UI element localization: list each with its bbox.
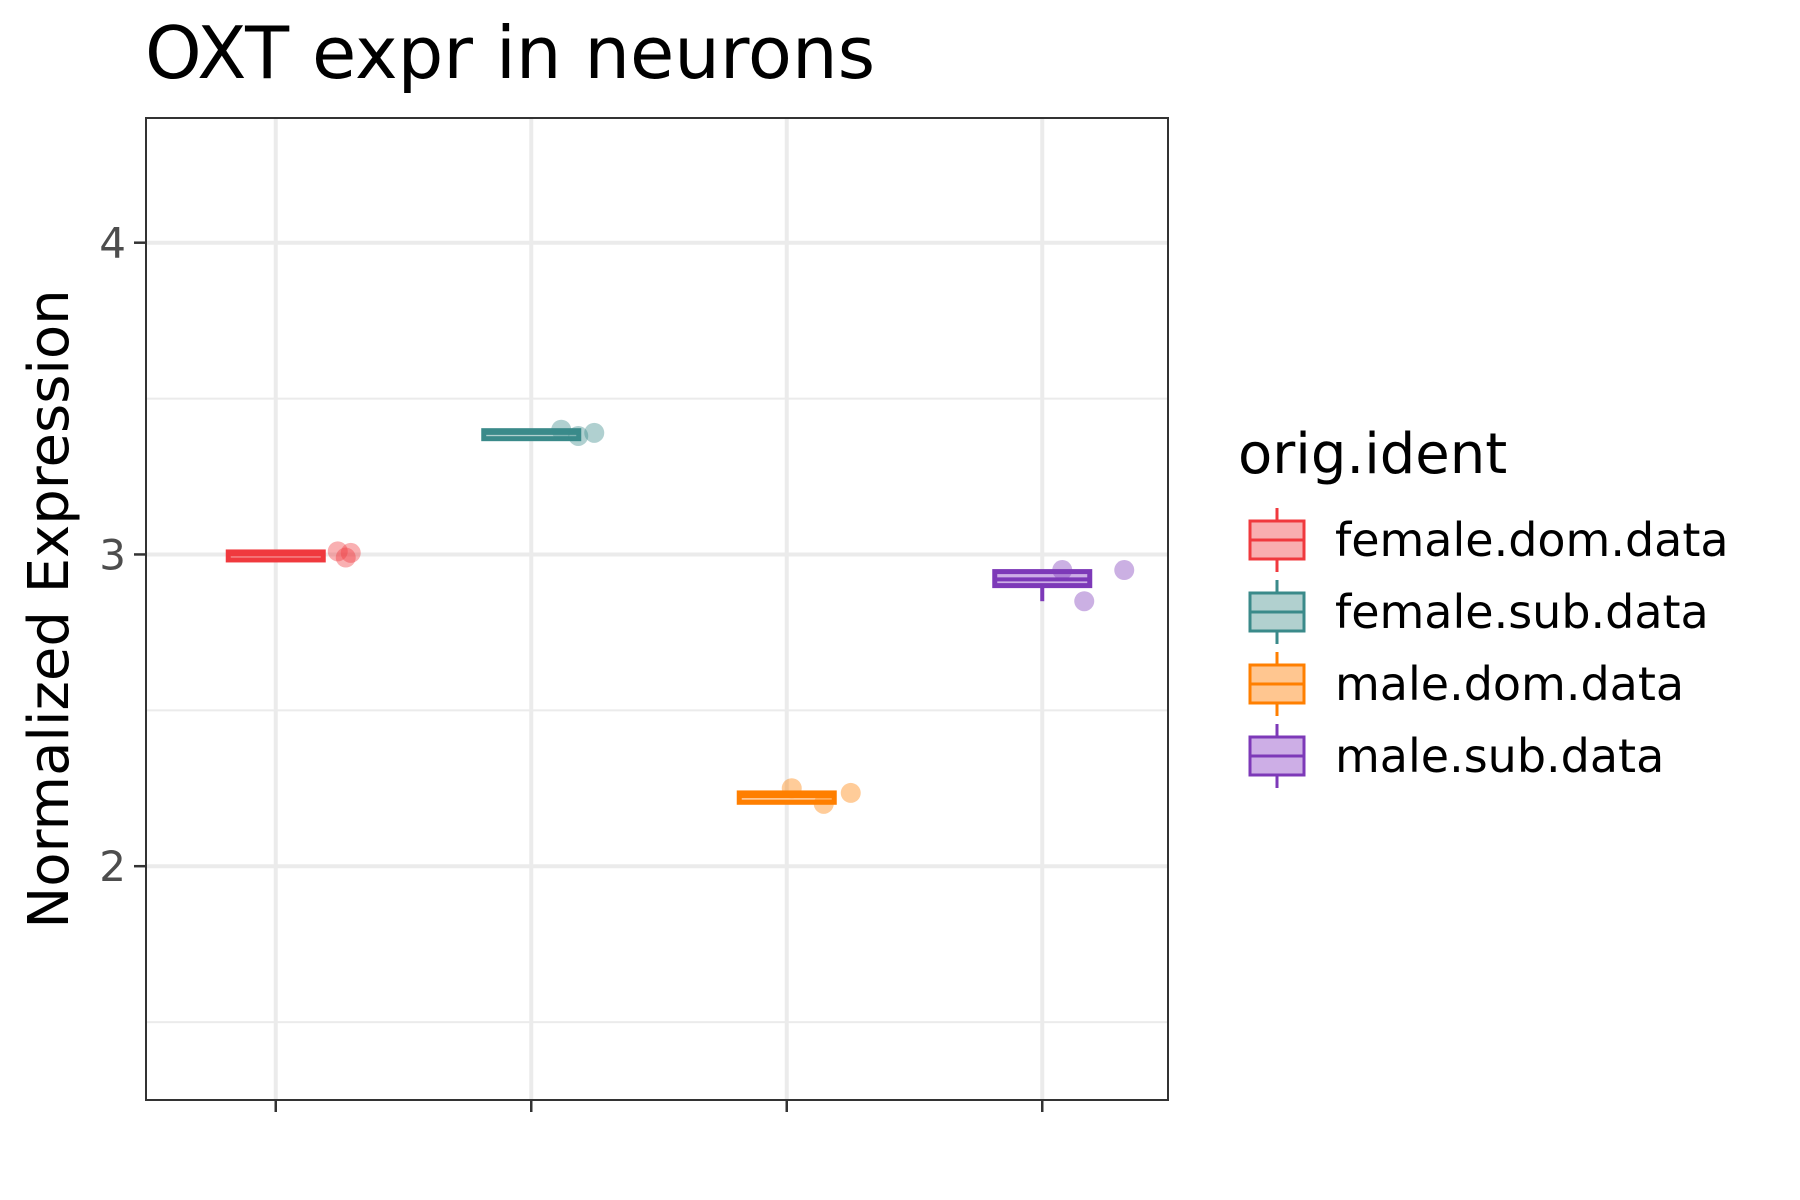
data-point <box>1074 591 1095 612</box>
legend-item-female.sub.data: female.sub.data <box>1248 580 1709 644</box>
data-point <box>551 419 572 440</box>
legend-label: male.dom.data <box>1335 657 1684 711</box>
data-point <box>1052 560 1073 581</box>
y-tick-label: 3 <box>99 530 126 579</box>
data-point <box>840 782 861 803</box>
data-point <box>340 542 361 563</box>
chart-title: OXT expr in neurons <box>145 11 875 95</box>
series-female.dom.data <box>225 541 361 568</box>
legend-item-female.dom.data: female.dom.data <box>1248 508 1729 572</box>
legend: female.dom.data female.sub.data male.dom.d… <box>1248 508 1729 788</box>
plot-panel-border <box>145 117 1169 1101</box>
data-point <box>1114 560 1135 581</box>
legend-label: male.sub.data <box>1335 729 1664 783</box>
legend-item-male.sub.data: male.sub.data <box>1248 724 1664 788</box>
data-point <box>813 793 834 814</box>
series-female.sub.data <box>481 419 605 446</box>
data-point <box>584 422 605 443</box>
y-tick-label: 2 <box>99 842 126 891</box>
plot-background <box>146 118 1168 1100</box>
data-point <box>327 541 348 562</box>
data-point <box>568 425 589 446</box>
legend-title: orig.ident <box>1238 422 1507 487</box>
data-point <box>781 778 802 799</box>
data-marks <box>225 419 1135 814</box>
axes: 2 3 4 <box>99 219 1044 1112</box>
legend-label: female.dom.data <box>1335 513 1729 567</box>
data-point <box>335 547 356 568</box>
series-male.sub.data <box>992 560 1135 612</box>
y-tick-label: 4 <box>99 219 126 268</box>
y-axis-label: Normalized Expression <box>17 289 82 928</box>
legend-label: female.sub.data <box>1335 585 1709 639</box>
legend-item-male.dom.data: male.dom.data <box>1248 652 1684 716</box>
series-male.dom.data <box>736 778 861 814</box>
